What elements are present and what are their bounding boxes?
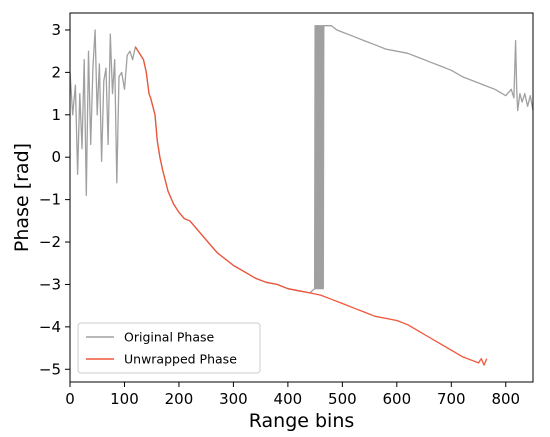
legend-label-unwrapped-phase: Unwrapped Phase <box>124 352 237 367</box>
x-tick-label: 700 <box>437 390 466 408</box>
y-axis-ticks: −5 −4 −3 −2 −1 0 1 2 3 <box>39 21 70 378</box>
plot-frame <box>69 12 534 383</box>
y-tick-label: −5 <box>39 360 61 378</box>
x-tick-label: 200 <box>165 390 194 408</box>
x-tick-label: 600 <box>383 390 412 408</box>
x-axis-title: Range bins <box>249 410 355 432</box>
y-tick-label: 0 <box>51 148 61 166</box>
x-tick-label: 500 <box>328 390 357 408</box>
series-line-unwrapped-phase <box>134 46 488 366</box>
x-axis-ticks: 0 100 200 300 400 500 600 700 800 <box>65 382 520 408</box>
y-tick-label: −4 <box>39 318 61 336</box>
x-tick-label: 300 <box>219 390 248 408</box>
legend-label-original-phase: Original Phase <box>124 330 215 345</box>
y-axis-title: Phase [rad] <box>11 143 33 252</box>
y-tick-label: −3 <box>39 275 61 293</box>
x-tick-label: 0 <box>65 390 75 408</box>
legend-box <box>77 322 261 374</box>
series-line-original-phase <box>70 25 533 294</box>
y-tick-label: 3 <box>51 21 61 39</box>
series-layer <box>70 25 533 366</box>
y-tick-label: −2 <box>39 233 61 251</box>
legend: Original Phase Unwrapped Phase <box>77 322 261 374</box>
y-tick-label: 2 <box>51 63 61 81</box>
y-tick-label: −1 <box>39 191 61 209</box>
x-tick-label: 100 <box>110 390 139 408</box>
x-tick-label: 800 <box>491 390 520 408</box>
y-tick-label: 1 <box>51 106 61 124</box>
x-tick-label: 400 <box>274 390 303 408</box>
